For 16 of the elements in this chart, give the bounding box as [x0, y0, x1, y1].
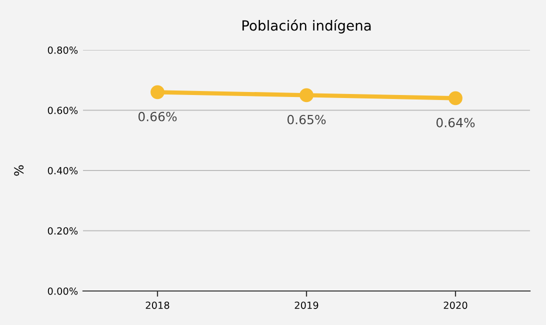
chart-title: Población indígena — [242, 19, 371, 34]
point — [150, 85, 164, 100]
data-label: 0.66% — [138, 112, 177, 122]
y-tick-label: 0.80% — [48, 46, 78, 54]
x-tick-label: 2020 — [444, 302, 468, 309]
x-tick-label: 2018 — [146, 302, 170, 309]
y-tick-label: 0.40% — [48, 166, 78, 174]
y-tick-label: 0.60% — [48, 106, 78, 114]
y-axis-title: % — [14, 165, 24, 176]
data-label: 0.65% — [287, 114, 326, 124]
y-tick-label: 0.00% — [48, 287, 78, 295]
point — [448, 91, 462, 106]
data-label: 0.64% — [436, 118, 475, 128]
point — [300, 88, 314, 102]
y-tick-label: 0.20% — [48, 227, 78, 235]
x-tick-label: 2019 — [294, 302, 318, 309]
